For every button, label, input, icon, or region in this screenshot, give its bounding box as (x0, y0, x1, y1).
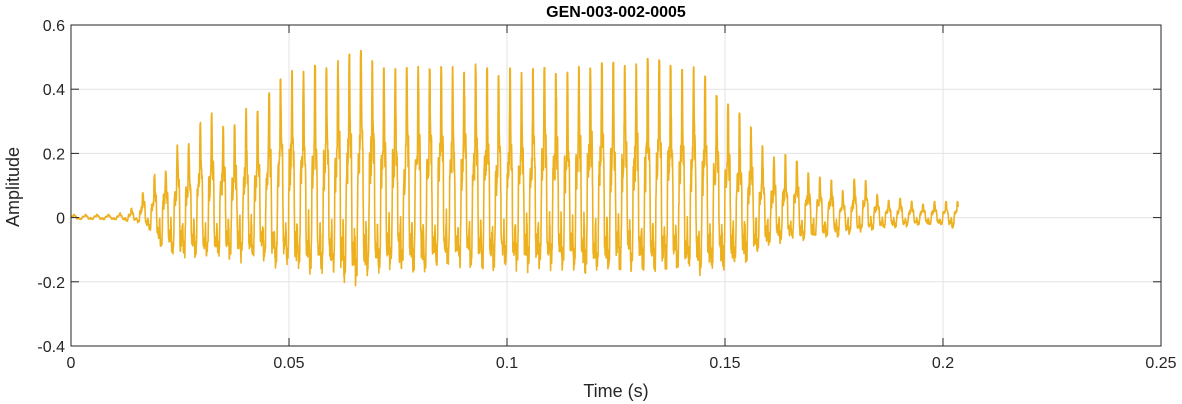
x-tick-label: 0.1 (496, 355, 518, 372)
x-tick-label: 0.15 (709, 355, 740, 372)
y-axis-label: Amplitude (3, 147, 23, 227)
series-line (70, 49, 960, 287)
chart-title: GEN-003-002-0005 (546, 4, 686, 21)
ticks: 0 0.05 0.1 0.15 0.2 0.25 -0.4 -0.2 0 0.2 0.4 0.6 (37, 18, 1176, 372)
y-tick-label: -0.2 (37, 275, 65, 292)
x-tick-label: 0.05 (273, 355, 304, 372)
series-layer (70, 49, 960, 287)
x-tick-label: 0.2 (932, 355, 954, 372)
y-tick-label: -0.4 (37, 339, 65, 356)
x-tick-label: 0 (67, 355, 76, 372)
y-tick-label: 0 (56, 211, 65, 228)
y-tick-label: 0.6 (43, 18, 65, 35)
axes-frame (70, 24, 1162, 347)
y-tick-label: 0.4 (43, 82, 65, 99)
y-tick-label: 0.2 (43, 146, 65, 163)
x-axis-label: Time (s) (583, 381, 648, 401)
x-tick-label: 0.25 (1145, 355, 1176, 372)
